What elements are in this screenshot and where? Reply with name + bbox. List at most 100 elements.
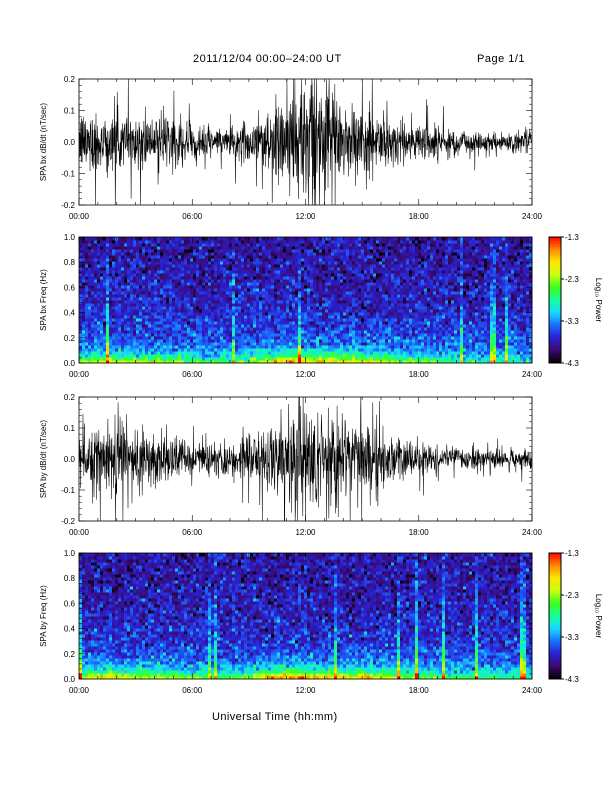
heatmap-cell <box>139 282 143 286</box>
heatmap-cell <box>274 357 278 361</box>
heatmap-cell <box>418 243 422 247</box>
heatmap-cell <box>154 324 158 328</box>
heatmap-cell <box>358 297 362 301</box>
heatmap-cell <box>358 309 362 313</box>
heatmap-cell <box>400 333 404 337</box>
heatmap-cell <box>412 306 416 310</box>
heatmap-cell <box>319 333 323 337</box>
heatmap-cell <box>385 348 389 352</box>
heatmap-cell <box>220 312 224 316</box>
heatmap-cell <box>283 330 287 334</box>
heatmap-cell <box>424 276 428 280</box>
heatmap-cell <box>274 336 278 340</box>
heatmap-cell <box>118 348 122 352</box>
heatmap-cell <box>187 321 191 325</box>
heatmap-cell <box>94 327 98 331</box>
heatmap-cell <box>118 306 122 310</box>
heatmap-cell <box>127 324 131 328</box>
heatmap-cell <box>217 312 221 316</box>
heatmap-cell <box>151 243 155 247</box>
heatmap-cell <box>358 258 362 262</box>
heatmap-cell <box>169 252 173 256</box>
heatmap-cell <box>262 285 266 289</box>
heatmap-cell <box>358 270 362 274</box>
heatmap-cell <box>295 297 299 301</box>
heatmap-cell <box>364 243 368 247</box>
heatmap-cell <box>154 270 158 274</box>
heatmap-cell <box>424 237 428 241</box>
heatmap-cell <box>205 306 209 310</box>
heatmap-cell <box>328 309 332 313</box>
heatmap-cell <box>199 291 203 295</box>
heatmap-cell <box>151 351 155 355</box>
heatmap-cell <box>88 348 92 352</box>
heatmap-cell <box>235 273 239 277</box>
heatmap-cell <box>421 300 425 304</box>
heatmap-cell <box>316 255 320 259</box>
heatmap-cell <box>385 279 389 283</box>
heatmap-cell <box>343 270 347 274</box>
heatmap-cell <box>418 324 422 328</box>
heatmap-cell <box>328 270 332 274</box>
heatmap-cell <box>307 285 311 289</box>
heatmap-cell <box>220 354 224 358</box>
heatmap-cell <box>415 291 419 295</box>
heatmap-cell <box>418 276 422 280</box>
heatmap-cell <box>415 330 419 334</box>
heatmap-cell <box>124 330 128 334</box>
heatmap-cell <box>193 240 197 244</box>
heatmap-cell <box>169 273 173 277</box>
heatmap-cell <box>373 360 377 364</box>
heatmap-cell <box>340 291 344 295</box>
heatmap-cell <box>313 351 317 355</box>
heatmap-cell <box>124 336 128 340</box>
heatmap-cell <box>139 345 143 349</box>
heatmap-cell <box>187 300 191 304</box>
heatmap-cell <box>298 252 302 256</box>
heatmap-cell <box>301 360 305 364</box>
heatmap-cell <box>400 288 404 292</box>
heatmap-cell <box>157 240 161 244</box>
heatmap-cell <box>184 270 188 274</box>
heatmap-cell <box>328 246 332 250</box>
heatmap-cell <box>82 294 86 298</box>
heatmap-cell <box>88 351 92 355</box>
heatmap-cell <box>310 264 314 268</box>
heatmap-cell <box>118 264 122 268</box>
heatmap-cell <box>394 246 398 250</box>
heatmap-cell <box>115 261 119 265</box>
heatmap-cell <box>322 285 326 289</box>
heatmap-cell <box>358 264 362 268</box>
heatmap-cell <box>97 312 101 316</box>
heatmap-cell <box>397 342 401 346</box>
heatmap-cell <box>238 267 242 271</box>
heatmap-cell <box>142 324 146 328</box>
heatmap-cell <box>169 357 173 361</box>
heatmap-cell <box>361 351 365 355</box>
heatmap-cell <box>391 237 395 241</box>
heatmap-cell <box>103 285 107 289</box>
heatmap-cell <box>262 351 266 355</box>
heatmap-cell <box>331 336 335 340</box>
heatmap-cell <box>292 348 296 352</box>
heatmap-cell <box>385 258 389 262</box>
heatmap-cell <box>349 258 353 262</box>
heatmap-cell <box>193 345 197 349</box>
heatmap-cell <box>226 357 230 361</box>
heatmap-cell <box>109 336 113 340</box>
heatmap-cell <box>241 345 245 349</box>
heatmap-cell <box>214 306 218 310</box>
heatmap-cell <box>85 354 89 358</box>
heatmap-cell <box>337 306 341 310</box>
heatmap-cell <box>346 321 350 325</box>
heatmap-cell <box>316 288 320 292</box>
heatmap-cell <box>148 333 152 337</box>
heatmap-cell <box>115 246 119 250</box>
heatmap-cell <box>214 282 218 286</box>
heatmap-cell <box>409 285 413 289</box>
heatmap-cell <box>337 264 341 268</box>
heatmap-cell <box>127 285 131 289</box>
heatmap-cell <box>286 285 290 289</box>
heatmap-cell <box>355 288 359 292</box>
heatmap-cell <box>277 300 281 304</box>
